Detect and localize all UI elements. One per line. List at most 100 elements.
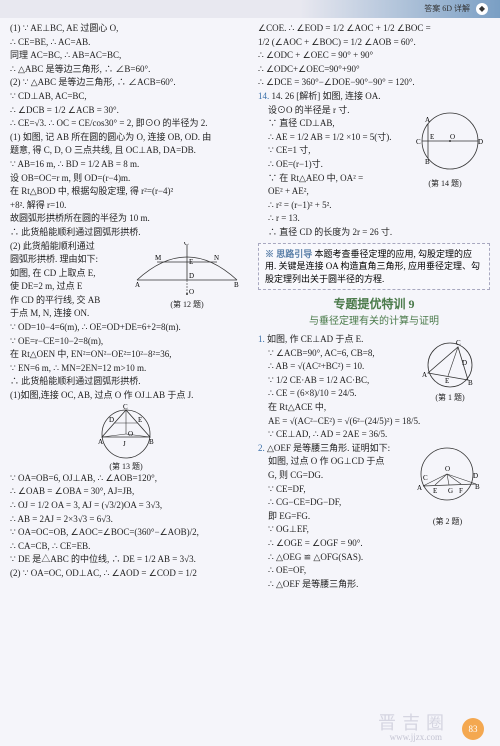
text: (2) ∵ OA=OC, OD⊥AC, ∴ ∠AOD = ∠COD = 1/2 xyxy=(10,567,242,580)
watermark-sub: www.jjzx.com xyxy=(390,731,442,744)
svg-text:B: B xyxy=(468,379,473,387)
page-number: 83 xyxy=(462,718,484,740)
fig14-label: (第 14 题) xyxy=(400,178,490,189)
svg-text:E: E xyxy=(430,133,434,141)
svg-text:B: B xyxy=(234,281,239,289)
text: ∴ ∠DCE = 360°−∠DOE−90°−90° = 120°. xyxy=(258,76,490,89)
text: ∴ CE=BE, ∴ AC=AB. xyxy=(10,36,242,49)
text: ∴ ∠OAB = ∠OBA = 30°, AJ=JB, xyxy=(10,485,242,498)
fig2-svg: A B E F G O C D xyxy=(405,444,490,514)
figure-2: A B E F G O C D (第 2 题) xyxy=(405,442,490,527)
text: ∵ OA=OC=OB, ∠AOC=∠BOC=(360°−∠AOB)/2, xyxy=(10,526,242,539)
text: ∠COE. ∴ ∠EOD = 1/2 ∠AOC + 1/2 ∠BOC = xyxy=(258,22,490,35)
svg-text:C: C xyxy=(184,242,189,247)
svg-text:O: O xyxy=(128,430,133,438)
text: ∴ 此货船能顺利通过圆弧形拱桥. xyxy=(10,375,242,388)
text: ∴ ∠DCB = 1/2 ∠ACB = 30°. xyxy=(10,104,242,117)
text: (2) ∵ △ABC 是等边三角形, ∴ ∠ACB=60°. xyxy=(10,76,242,89)
text: (1) 如图, 记 AB 所在圆的圆心为 O, 连接 OB, OD. 由 xyxy=(10,131,242,144)
text: 同理 AC=BC, ∴ AB=AC=BC, xyxy=(10,49,242,62)
left-column: (1) ∵ AE⊥BC, AE 过圆心 O, ∴ CE=BE, ∴ AC=AB.… xyxy=(10,22,250,718)
fig12-svg: A B C D M N E O xyxy=(132,242,242,297)
text: 1/2 (∠AOC + ∠BOC) = 1/2 ∠AOB = 60°. xyxy=(258,36,490,49)
svg-text:J: J xyxy=(123,440,126,448)
hint-title: ※ 思路引导 xyxy=(265,249,312,259)
content: (1) ∵ AE⊥BC, AE 过圆心 O, ∴ CE=BE, ∴ AC=AB.… xyxy=(0,18,500,718)
text: ∴ △ABC 是等边三角形, ∴ ∠B=60°. xyxy=(10,63,242,76)
svg-text:E: E xyxy=(138,416,142,424)
svg-text:B: B xyxy=(475,483,480,491)
fig1-label: (第 1 题) xyxy=(410,392,490,403)
svg-text:A: A xyxy=(422,371,427,379)
text: ∵ OD=10−4=6(m), ∴ OE=OD+DE=6+2=8(m). xyxy=(10,321,242,334)
svg-text:O: O xyxy=(445,465,450,473)
svg-text:A: A xyxy=(135,281,140,289)
q14-intro: 14. 14. 26 [解析] 如图, 连接 OA. xyxy=(258,90,490,103)
svg-text:B: B xyxy=(149,438,154,446)
text: ∵ DE 是△ABC 的中位线, ∴ DE = 1/2 AB = 3√3. xyxy=(10,553,242,566)
text: ∴ OE=OF, xyxy=(258,564,490,577)
svg-text:B: B xyxy=(425,158,430,166)
text: ∴ r² = (r−1)² + 5². xyxy=(258,199,490,212)
svg-text:C: C xyxy=(416,138,421,146)
text: 在 Rt△BOD 中, 根据勾股定理, 得 r²=(r−4)² xyxy=(10,185,242,198)
q2-num: 2. xyxy=(258,443,267,453)
svg-text:D: D xyxy=(109,416,114,424)
svg-text:C: C xyxy=(423,474,428,482)
text: ∵ OA=OB=6, OJ⊥AB, ∴ ∠AOB=120°, xyxy=(10,472,242,485)
text: ∴ ∠OGE = ∠OGF = 90°. xyxy=(258,537,490,550)
q14-text: 14. 26 [解析] 如图, 连接 OA. xyxy=(272,91,381,101)
text: ∴ OJ = 1/2 OA = 3, AJ = (√3/2)OA = 3√3, xyxy=(10,499,242,512)
figure-14: C D A B E O (第 14 题) xyxy=(400,104,490,189)
svg-text:C: C xyxy=(123,404,128,411)
text: 在 Rt△OEN 中, EN²=ON²−OE²=10²−8²=36, xyxy=(10,348,242,361)
hint-box: ※ 思路引导 本题考查垂径定理的应用, 勾股定理的应用. 关键是连接 OA 构造… xyxy=(258,243,490,291)
text: ∴ ∠ODC+∠OEC=90°+90° xyxy=(258,63,490,76)
svg-text:C: C xyxy=(456,339,461,347)
fig1-svg: A B C E D xyxy=(410,335,490,390)
text: (1)如图,连接 OC, AB, 过点 O 作 OJ⊥AB 于点 J. xyxy=(10,389,242,402)
fig13-label: (第 13 题) xyxy=(10,461,242,472)
header-text: 答案 6D 详解 xyxy=(424,4,470,13)
text: ∴ AB = 2AJ = 2×3√3 = 6√3. xyxy=(10,513,242,526)
fig14-svg: C D A B E O xyxy=(400,106,490,176)
svg-text:D: D xyxy=(189,272,194,280)
svg-text:A: A xyxy=(425,116,430,124)
svg-text:E: E xyxy=(189,258,193,266)
q14-num: 14. xyxy=(258,91,272,101)
svg-text:D: D xyxy=(462,359,467,367)
svg-text:G: G xyxy=(448,487,453,495)
section-title: 专题提优特训 9 xyxy=(258,296,490,313)
svg-text:D: D xyxy=(478,138,483,146)
fig13-svg: A B C O D E J xyxy=(71,404,181,459)
figure-13: A B C O D E J (第 13 题) xyxy=(10,404,242,472)
text: ∵ OE=r−CE=10−2=8(m), xyxy=(10,335,242,348)
svg-text:F: F xyxy=(459,487,463,495)
svg-text:E: E xyxy=(445,377,449,385)
text: ∵ CD⊥AB, AC=BC, xyxy=(10,90,242,103)
figure-1: A B C E D (第 1 题) xyxy=(410,333,490,403)
svg-text:O: O xyxy=(450,133,455,141)
header-badge: ◆ xyxy=(476,3,488,15)
svg-text:O: O xyxy=(189,288,194,296)
text: ∴ CA=CB, ∴ CE=EB. xyxy=(10,540,242,553)
text: ∴ ∠ODC + ∠OEC = 90° + 90° xyxy=(258,49,490,62)
fig2-label: (第 2 题) xyxy=(405,516,490,527)
svg-text:M: M xyxy=(155,254,162,262)
svg-text:A: A xyxy=(417,484,422,492)
text: 故圆弧形拱桥所在圆的半径为 10 m. xyxy=(10,212,242,225)
text: AE = √(AC²−CE²) = √(6²−(24/5)²) = 18/5. xyxy=(258,415,490,428)
text: ∴ 此货船能顺利通过圆弧形拱桥. xyxy=(10,226,242,239)
svg-text:N: N xyxy=(214,254,219,262)
fig12-label: (第 12 题) xyxy=(132,299,242,310)
text: ∵ EN=6 m, ∴ MN=2EN=12 m>10 m. xyxy=(10,362,242,375)
text: ∴ CE=√3. ∴ OC = CE/cos30° = 2, 即⊙O 的半径为 … xyxy=(10,117,242,130)
page-header: 答案 6D 详解 ◆ xyxy=(0,0,500,18)
text: ∵ AB=16 m, ∴ BD = 1/2 AB = 8 m. xyxy=(10,158,242,171)
text: △OEF 是等腰三角形. 证明如下: xyxy=(267,443,390,453)
text: 题意, 得 C, D, O 三点共线, 且 OC⊥AB, DA=DB. xyxy=(10,144,242,157)
svg-text:E: E xyxy=(433,487,437,495)
section-sub: 与垂径定理有关的计算与证明 xyxy=(258,315,490,329)
text: ∴ 直径 CD 的长度为 2r = 26 寸. xyxy=(258,226,490,239)
svg-text:A: A xyxy=(98,438,103,446)
